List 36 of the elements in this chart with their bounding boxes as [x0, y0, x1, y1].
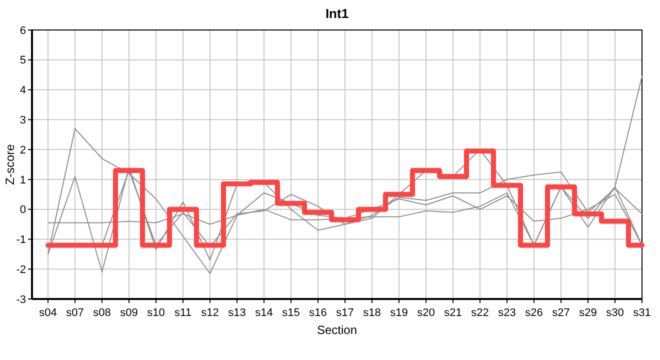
x-tick-label: s17	[336, 307, 354, 319]
x-tick-label: s26	[525, 307, 543, 319]
x-tick-label: s30	[606, 307, 624, 319]
x-tick-label: s23	[498, 307, 516, 319]
x-tick-label: s12	[201, 307, 219, 319]
x-tick-label: s14	[255, 307, 273, 319]
y-axis-title: Z-score	[3, 144, 17, 185]
x-tick-label: s20	[417, 307, 435, 319]
x-tick-label: s22	[471, 307, 489, 319]
y-tick-label: 3	[20, 114, 26, 127]
x-tick-label: s31	[633, 307, 651, 319]
x-tick-label: s29	[579, 307, 597, 319]
x-tick-label: s04	[39, 307, 57, 319]
x-tick-label: s07	[66, 307, 84, 319]
x-tick-label: s15	[282, 307, 300, 319]
y-tick-label: -1	[16, 234, 26, 246]
y-tick-label: 4	[20, 84, 26, 97]
x-tick-label: s27	[552, 307, 570, 319]
y-tick-label: 5	[20, 54, 26, 67]
x-tick-label: s13	[228, 307, 246, 319]
x-tick-label: s16	[309, 307, 327, 319]
x-tick-label: s21	[444, 307, 462, 319]
x-axis-title: Section	[316, 323, 358, 337]
x-tick-label: s11	[174, 307, 192, 319]
y-tick-label: -2	[16, 264, 26, 276]
y-tick-label: 6	[20, 24, 26, 37]
chart-title: Int1	[325, 6, 349, 21]
x-tick-label: s19	[390, 307, 408, 319]
y-tick-label: 0	[20, 204, 26, 216]
x-tick-label: s09	[120, 307, 138, 319]
x-tick-label: s10	[147, 307, 165, 319]
y-tick-label: -3	[16, 294, 26, 306]
y-tick-label: 1	[20, 174, 26, 186]
x-tick-label: s08	[93, 307, 111, 319]
x-tick-label: s18	[363, 307, 381, 319]
y-tick-label: 2	[20, 144, 26, 156]
